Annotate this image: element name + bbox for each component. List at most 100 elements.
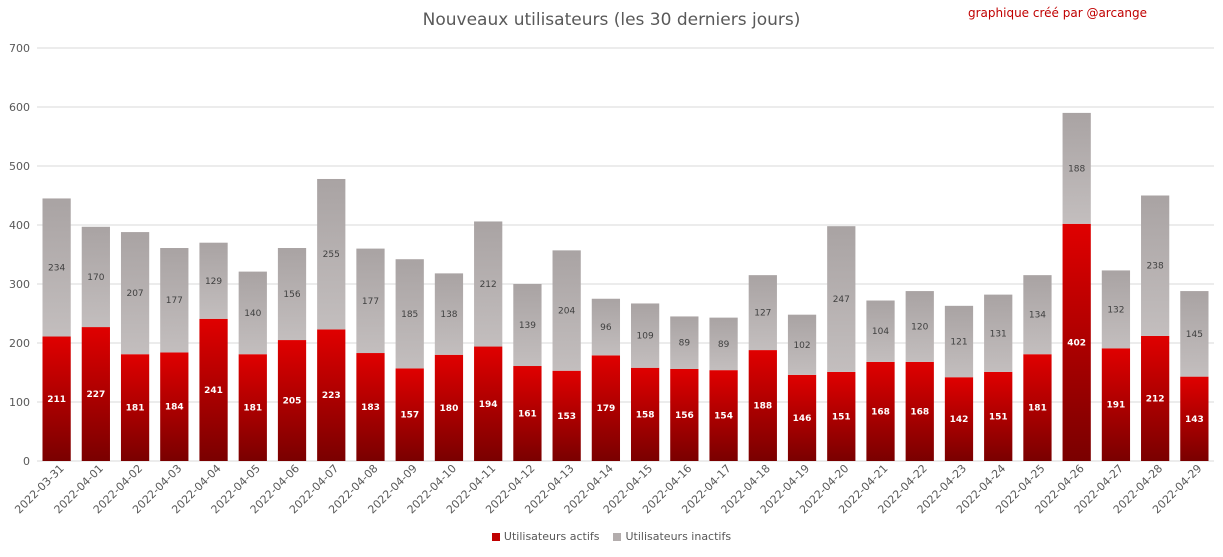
bar-inactive (199, 242, 228, 319)
y-tick-label: 700 (9, 42, 30, 55)
bar-inactive (1180, 291, 1209, 377)
data-label-inactive: 120 (911, 322, 928, 332)
bar-inactive (1141, 195, 1170, 336)
bar-active (277, 340, 307, 461)
data-label-inactive: 132 (1107, 305, 1124, 315)
bar-active (984, 371, 1013, 461)
data-label-inactive: 247 (833, 295, 850, 305)
data-label-inactive: 204 (558, 307, 575, 317)
bar-active (944, 377, 974, 461)
data-label-inactive: 138 (440, 310, 457, 320)
bar-inactive (317, 178, 346, 330)
bar-active (866, 361, 895, 461)
bar-inactive (81, 226, 110, 328)
data-label-active: 191 (1107, 401, 1126, 411)
data-label-inactive: 255 (323, 250, 340, 260)
data-label-inactive: 129 (205, 277, 222, 287)
bar-active (42, 336, 71, 461)
data-label-active: 168 (910, 407, 929, 417)
data-label-inactive: 96 (600, 323, 612, 333)
chart-title: Nouveaux utilisateurs (les 30 derniers j… (422, 10, 801, 30)
data-label-inactive: 234 (48, 263, 65, 273)
bar-active (670, 368, 699, 461)
bar-inactive (513, 284, 542, 367)
legend-label-active: Utilisateurs actifs (503, 530, 600, 543)
data-label-active: 241 (204, 386, 223, 396)
y-tick-label: 600 (9, 101, 30, 114)
bar-inactive (984, 294, 1013, 372)
y-tick-label: 400 (9, 219, 30, 232)
data-label-inactive: 102 (793, 341, 810, 351)
bar-inactive (670, 316, 699, 369)
data-label-active: 211 (47, 395, 66, 405)
bar-active (317, 329, 346, 461)
bar-active (513, 366, 542, 461)
data-label-active: 181 (1028, 404, 1047, 414)
bar-inactive (42, 198, 71, 337)
bar-inactive (630, 303, 660, 368)
bar-inactive (120, 232, 150, 355)
legend-swatch-active (491, 532, 500, 541)
data-label-active: 156 (675, 411, 694, 421)
data-label-active: 153 (557, 412, 576, 422)
bar-active (748, 350, 777, 461)
data-label-inactive: 131 (990, 329, 1007, 339)
data-label-inactive: 134 (1029, 311, 1046, 321)
bar-active (474, 346, 503, 461)
data-label-active: 205 (283, 397, 302, 407)
bar-inactive (160, 248, 189, 353)
bar-inactive (866, 300, 895, 362)
bar-inactive (356, 248, 385, 354)
data-label-active: 402 (1067, 338, 1086, 348)
data-label-active: 143 (1185, 415, 1204, 425)
data-label-active: 227 (86, 390, 105, 400)
bar-inactive (944, 305, 974, 378)
data-label-inactive: 238 (1147, 262, 1164, 272)
bar-active (591, 355, 621, 461)
bar-inactive (905, 291, 934, 362)
bar-active (434, 354, 464, 461)
bar-inactive (1101, 270, 1131, 349)
data-label-inactive: 177 (362, 297, 379, 307)
data-label-active: 142 (950, 415, 969, 425)
data-label-active: 157 (400, 411, 419, 421)
data-label-active: 179 (596, 404, 615, 414)
data-label-inactive: 170 (87, 273, 104, 283)
data-label-inactive: 185 (401, 310, 418, 320)
bar-inactive (1023, 275, 1052, 355)
data-label-active: 181 (243, 404, 262, 414)
bar-active (199, 318, 228, 461)
chart-legend: Utilisateurs actifs Utilisateurs inactif… (0, 530, 1223, 543)
bar-inactive (474, 221, 503, 347)
legend-item-inactive: Utilisateurs inactifs (613, 530, 731, 543)
bar-inactive (395, 259, 424, 369)
data-label-inactive: 89 (679, 339, 691, 349)
data-label-active: 184 (165, 403, 184, 413)
data-label-inactive: 145 (1186, 330, 1203, 340)
bar-inactive (434, 273, 464, 355)
data-label-active: 212 (1146, 394, 1165, 404)
data-label-inactive: 212 (480, 280, 497, 290)
data-label-active: 180 (440, 404, 459, 414)
bar-active (1180, 376, 1209, 461)
bar-inactive (238, 271, 267, 355)
bar-active (1062, 223, 1091, 461)
data-label-inactive: 139 (519, 321, 536, 331)
data-label-active: 146 (793, 414, 812, 424)
data-label-inactive: 177 (166, 296, 183, 306)
bar-active (1101, 348, 1131, 461)
bar-active (238, 354, 267, 461)
bar-active (827, 371, 856, 461)
bar-active (395, 368, 424, 461)
chart-credit: graphique créé par @arcange (968, 6, 1148, 20)
data-label-inactive: 156 (283, 290, 300, 300)
bar-active (709, 370, 738, 461)
data-label-inactive: 89 (718, 340, 730, 350)
bar-active (81, 327, 110, 461)
bar-active (787, 374, 817, 461)
bar-active (356, 353, 385, 461)
data-label-inactive: 127 (754, 309, 771, 319)
data-label-inactive: 207 (126, 289, 143, 299)
data-label-active: 188 (753, 402, 772, 412)
